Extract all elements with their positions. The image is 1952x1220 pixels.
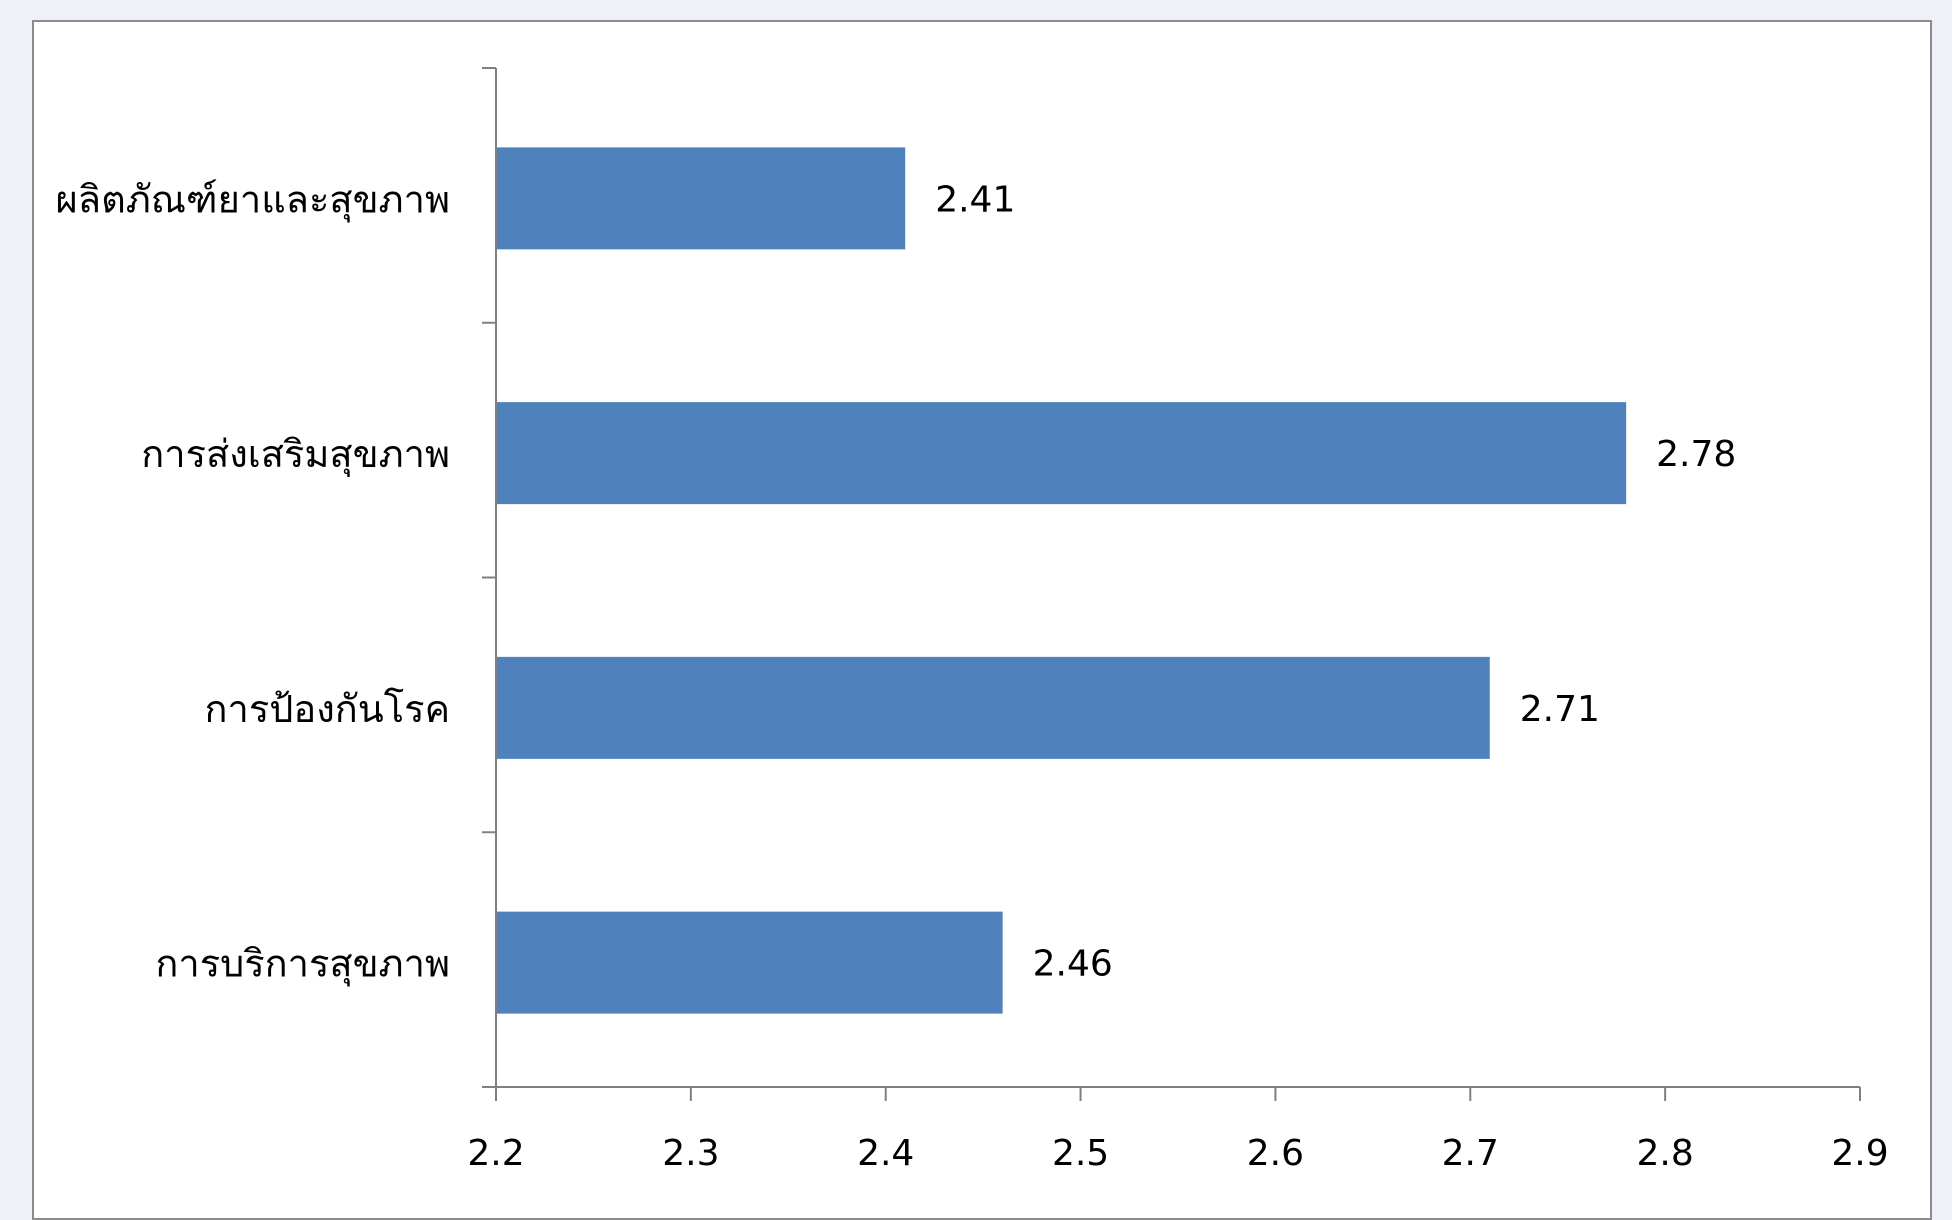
x-tick-label: 2.6 — [1247, 1133, 1304, 1174]
bar — [497, 656, 1490, 759]
data-label: 2.78 — [1656, 434, 1736, 475]
x-tick-label: 2.4 — [857, 1133, 914, 1174]
bar — [497, 147, 906, 250]
chart-frame: 2.2 2.3 2.4 2.5 2.6 2.7 2.8 2.9 ผลิตภัณฑ์ยาและสุ… — [32, 20, 1932, 1220]
category-label: การส่งเสริมสุขภาพ — [141, 432, 450, 477]
labels: 2.2 2.3 2.4 2.5 2.6 2.7 2.8 2.9 ผลิตภัณฑ์ยาและสุ… — [56, 177, 1889, 1174]
axes — [482, 67, 1861, 1101]
x-tick-label: 2.2 — [467, 1133, 524, 1174]
data-label: 2.41 — [935, 179, 1015, 220]
bar — [497, 911, 1003, 1014]
x-tick-label: 2.7 — [1442, 1133, 1499, 1174]
bars — [497, 147, 1627, 1014]
category-label: การบริการสุขภาพ — [155, 942, 450, 987]
category-label: การป้องกันโรค — [205, 687, 450, 731]
x-tick-label: 2.5 — [1052, 1133, 1109, 1174]
bar-chart: 2.2 2.3 2.4 2.5 2.6 2.7 2.8 2.9 ผลิตภัณฑ์ยาและสุ… — [56, 67, 1889, 1174]
x-tick-label: 2.3 — [662, 1133, 719, 1174]
category-label: ผลิตภัณฑ์ยาและสุขภาพ — [56, 177, 450, 222]
bar — [497, 402, 1627, 505]
data-label: 2.46 — [1033, 944, 1113, 985]
x-tick-label: 2.9 — [1831, 1133, 1888, 1174]
x-tick-label: 2.8 — [1637, 1133, 1694, 1174]
data-label: 2.71 — [1520, 689, 1600, 730]
